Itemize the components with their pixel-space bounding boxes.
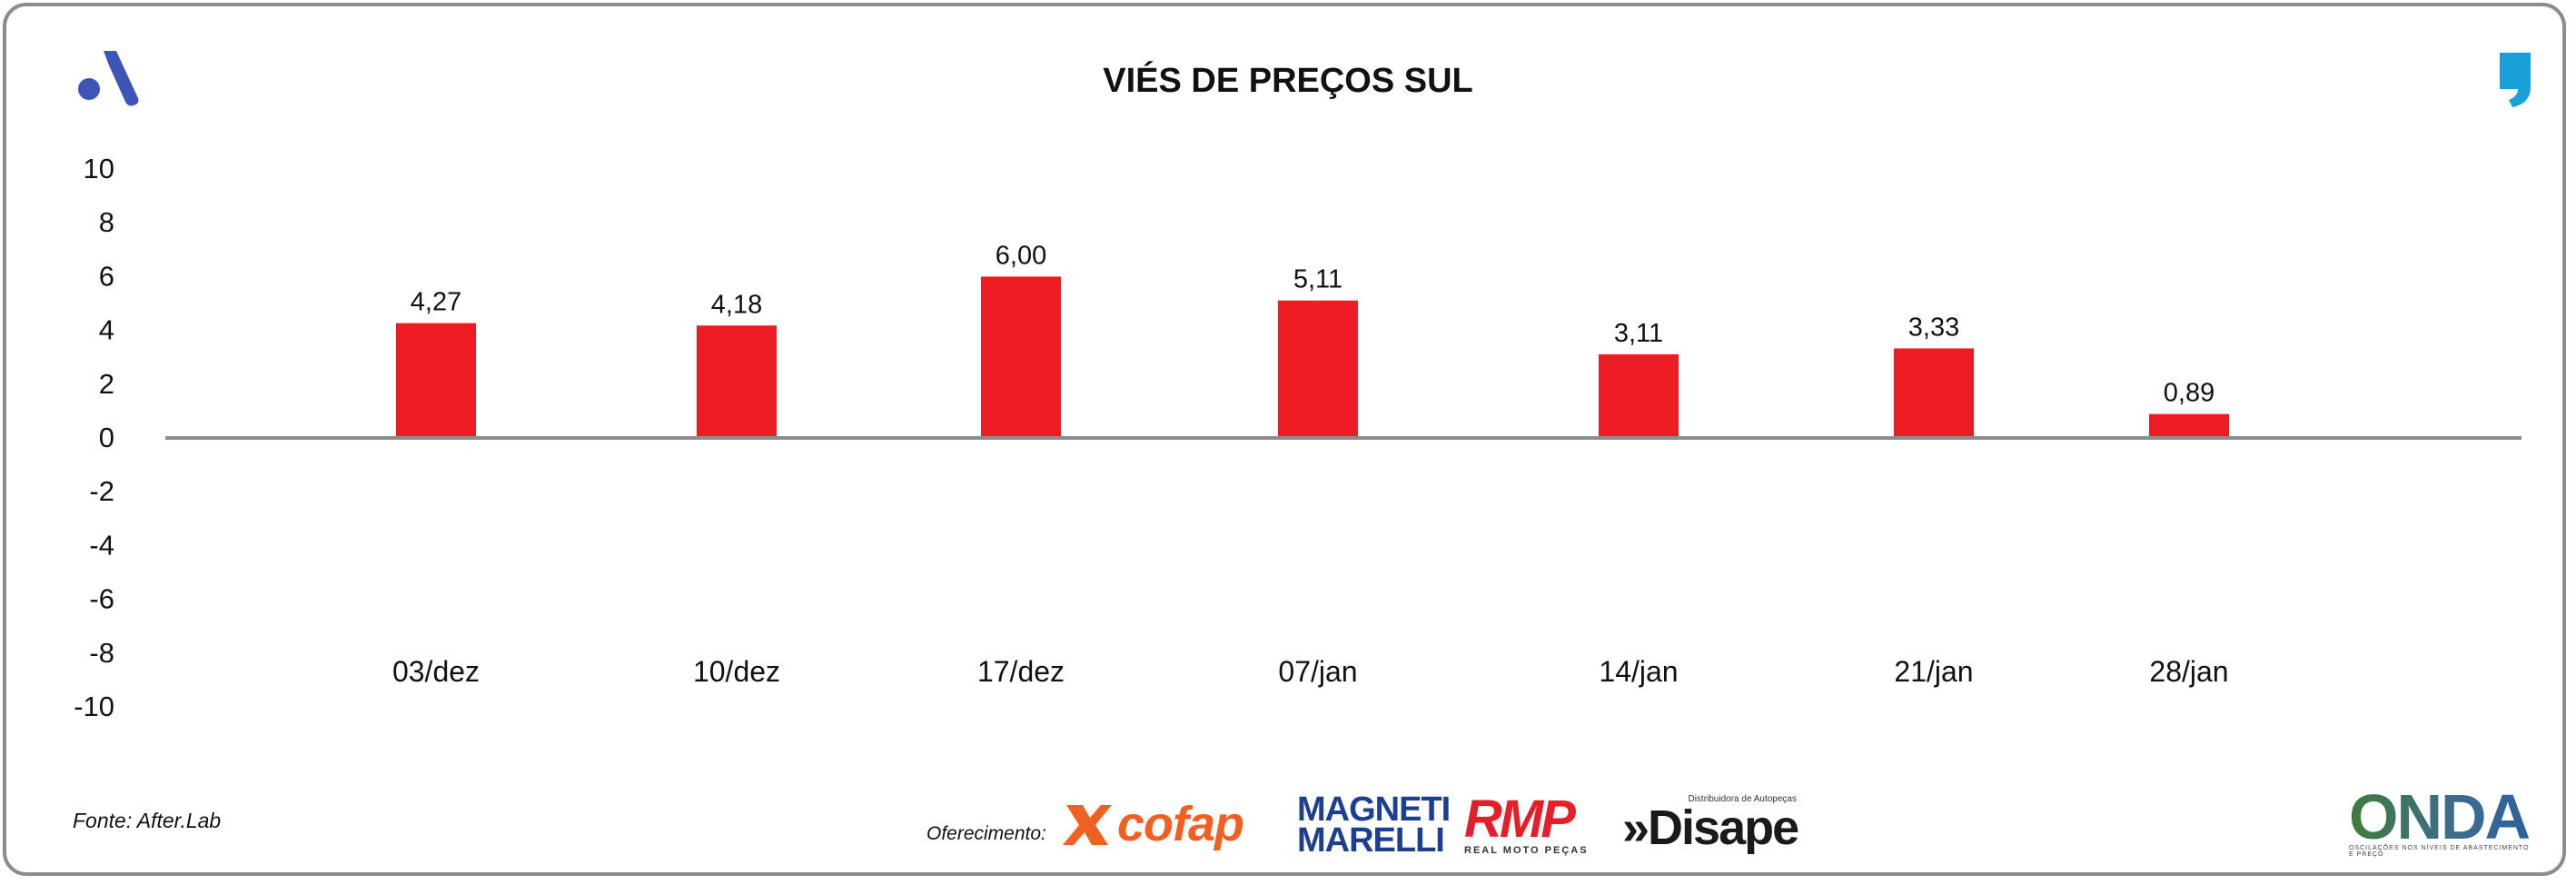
cofap-wordmark: cofap xyxy=(1117,797,1244,851)
y-tick-label: 6 xyxy=(99,260,114,292)
bar xyxy=(396,323,476,438)
bar xyxy=(1599,353,1679,438)
x-tick-label: 07/jan xyxy=(1278,655,1357,688)
bar xyxy=(981,276,1061,438)
onda-tagline: OSCILAÇÕES NOS NÍVEIS DE ABASTECIMENTO E… xyxy=(2349,845,2530,858)
x-tick-label: 03/dez xyxy=(392,655,480,688)
y-tick-label: -10 xyxy=(74,691,114,722)
x-tick-label: 17/dez xyxy=(977,655,1065,688)
bar xyxy=(1894,348,1974,438)
magneti-marelli-logo: MAGNETI MARELLI xyxy=(1297,791,1451,860)
magneti-wordmark: MAGNETI xyxy=(1297,791,1451,829)
y-tick-label: -2 xyxy=(89,475,114,507)
y-tick-label: 10 xyxy=(84,153,114,184)
bar xyxy=(697,325,777,438)
y-tick-label: -8 xyxy=(89,637,114,669)
bar-value-label: 4,18 xyxy=(711,290,762,319)
bar xyxy=(2149,413,2229,438)
y-tick-label: -6 xyxy=(89,583,114,615)
rmp-wordmark: RMP xyxy=(1464,790,1576,849)
y-tick-label: 8 xyxy=(99,206,114,238)
bar-value-label: 5,11 xyxy=(1293,265,1342,294)
y-tick-label: 0 xyxy=(99,422,114,453)
onda-logo: ONDA OSCILAÇÕES NOS NÍVEIS DE ABASTECIME… xyxy=(2349,785,2534,858)
x-tick-label: 10/dez xyxy=(693,655,780,688)
disape-wordmark: »Disape xyxy=(1622,800,1799,855)
chart-title: VIÉS DE PREÇOS SUL xyxy=(1103,62,1473,100)
rmp-tagline: REAL MOTO PEÇAS xyxy=(1464,845,1589,856)
disape-tagline: Distribuidora de Autopeças xyxy=(1688,794,1797,804)
source-note: Fonte: After.Lab xyxy=(73,809,222,832)
x-tick-label: 21/jan xyxy=(1894,655,1973,688)
x-tick-label: 14/jan xyxy=(1599,655,1678,688)
marelli-wordmark: MARELLI xyxy=(1297,821,1445,860)
bar-value-label: 4,27 xyxy=(411,288,461,317)
bar-value-label: 0,89 xyxy=(2164,379,2214,408)
x-tick-label: 28/jan xyxy=(2149,655,2228,688)
bar-value-label: 3,33 xyxy=(1908,313,1959,342)
bar-value-label: 3,11 xyxy=(1614,319,1663,348)
cofap-x-icon xyxy=(1063,805,1112,845)
quote-mark-icon xyxy=(2500,53,2531,107)
y-tick-label: 4 xyxy=(99,314,114,346)
y-tick-label: -4 xyxy=(89,529,114,561)
rmp-logo: RMP REAL MOTO PEÇAS xyxy=(1464,790,1600,857)
disape-logo: Distribuidora de Autopeças »Disape xyxy=(1622,794,1799,855)
sponsor-label: Oferecimento: xyxy=(926,823,1046,844)
bar-value-label: 6,00 xyxy=(996,241,1046,270)
onda-wordmark: ONDA xyxy=(2349,785,2534,849)
y-tick-label: 2 xyxy=(99,368,114,400)
brand-a-logo-icon xyxy=(78,51,139,106)
bar xyxy=(1278,300,1358,438)
